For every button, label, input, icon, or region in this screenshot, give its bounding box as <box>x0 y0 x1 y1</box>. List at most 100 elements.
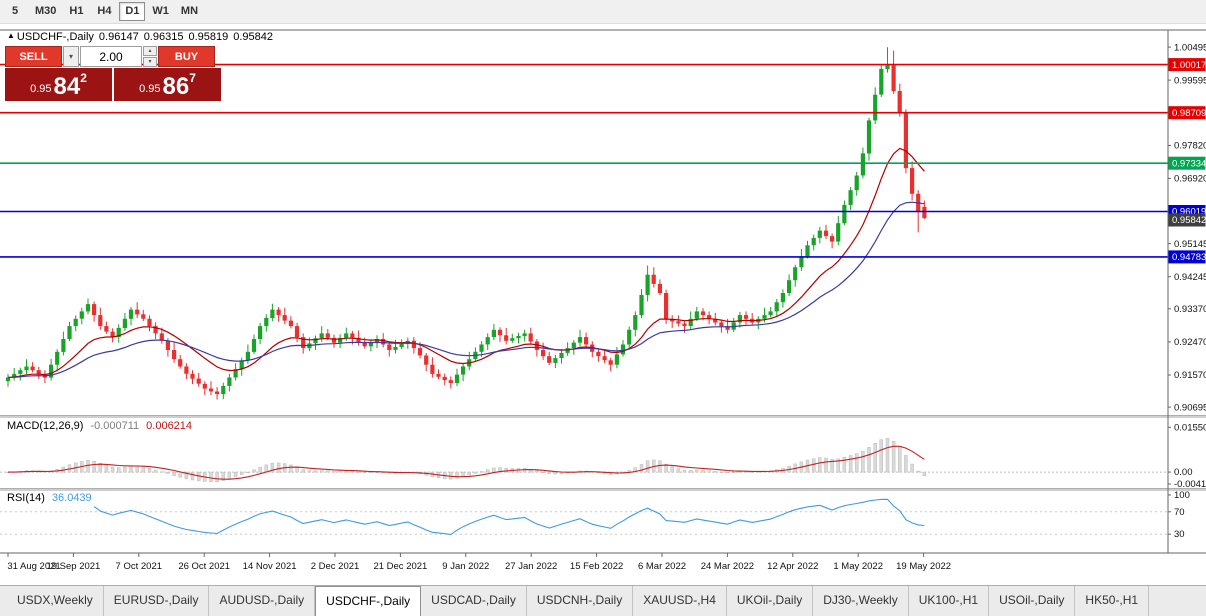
quote-panels-row: 0.95 84 2 0.95 86 7 <box>5 68 221 101</box>
ohlc-open: 0.96147 <box>98 31 139 43</box>
svg-text:19 Sep 2021: 19 Sep 2021 <box>46 561 100 572</box>
chart-title: ▲ USDCHF-,Daily 0.96147 0.96315 0.95819 0.958… <box>7 31 278 43</box>
svg-text:24 Mar 2022: 24 Mar 2022 <box>701 561 754 572</box>
svg-text:0.91570: 0.91570 <box>1174 370 1206 381</box>
chart-tab[interactable]: UKOil-,Daily <box>727 586 814 616</box>
chart-tab[interactable]: USDCHF-,Daily <box>315 586 422 616</box>
bid-price-panel[interactable]: 0.95 84 2 <box>5 68 112 101</box>
svg-text:6 Mar 2022: 6 Mar 2022 <box>638 561 686 572</box>
chart-tab[interactable]: DJ30-,Weekly <box>813 586 909 616</box>
svg-text:0.94245: 0.94245 <box>1174 272 1206 283</box>
chart-tab[interactable]: USDCAD-,Daily <box>421 586 527 616</box>
svg-text:0.99595: 0.99595 <box>1174 75 1206 86</box>
svg-text:14 Nov 2021: 14 Nov 2021 <box>243 561 297 572</box>
svg-text:100: 100 <box>1174 490 1190 501</box>
ask-price-prefix: 0.95 <box>139 83 161 95</box>
ask-price-panel[interactable]: 0.95 86 7 <box>114 68 221 101</box>
chart-tab-bar: USDX,Weekly EURUSD-,Daily AUDUSD-,Daily USD… <box>0 585 1206 616</box>
chart-tab[interactable]: XAUUSD-,H4 <box>633 586 727 616</box>
chart-canvas[interactable]: 1.00495 0.99595 0.97820 0.96920 0.95145 0.942… <box>0 24 1206 585</box>
timeframe-button-m30[interactable]: M30 <box>30 2 61 21</box>
ohlc-low: 0.95819 <box>188 31 229 43</box>
trade-controls-row: SELL ▾ ▴ ▾ BUY <box>5 46 221 67</box>
svg-text:0.97334: 0.97334 <box>1172 158 1206 169</box>
bid-price-prefix: 0.95 <box>30 83 52 95</box>
volume-dropdown-button[interactable]: ▾ <box>63 46 79 67</box>
svg-text:0.97820: 0.97820 <box>1174 141 1206 152</box>
chart-tab[interactable]: UK100-,H1 <box>909 586 990 616</box>
svg-text:-0.004118: -0.004118 <box>1174 479 1206 490</box>
chart-tab[interactable]: USDCNH-,Daily <box>527 586 634 616</box>
macd-pane[interactable] <box>0 438 1168 483</box>
macd-main-value: -0.000711 <box>90 420 140 432</box>
svg-text:70: 70 <box>1174 507 1185 518</box>
svg-text:0.015504: 0.015504 <box>1174 422 1206 433</box>
svg-text:2 Dec 2021: 2 Dec 2021 <box>311 561 360 572</box>
bid-price-pip-digit: 2 <box>80 71 87 85</box>
rsi-pane[interactable] <box>0 498 1168 535</box>
svg-text:12 Apr 2022: 12 Apr 2022 <box>767 561 818 572</box>
price-pane[interactable] <box>0 47 1168 400</box>
svg-text:0.92470: 0.92470 <box>1174 337 1206 348</box>
chart-area: 1.00495 0.99595 0.97820 0.96920 0.95145 0.942… <box>0 24 1206 585</box>
macd-signal-value: 0.006214 <box>146 420 193 432</box>
svg-text:30: 30 <box>1174 529 1185 540</box>
svg-text:0.98709: 0.98709 <box>1172 108 1206 119</box>
buy-button[interactable]: BUY <box>158 46 215 67</box>
ohlc-close: 0.95842 <box>233 31 273 43</box>
ask-price-big-digits: 86 <box>162 73 190 100</box>
svg-text:1.00495: 1.00495 <box>1174 42 1206 53</box>
ask-price-pip-digit: 7 <box>189 71 196 85</box>
timeframe-toolbar: 5 M30 H1 H4 D1 W1 MN <box>0 0 1206 24</box>
svg-text:0.93370: 0.93370 <box>1174 304 1206 315</box>
timeframe-button-w1[interactable]: W1 <box>147 2 174 21</box>
svg-text:15 Feb 2022: 15 Feb 2022 <box>570 561 623 572</box>
svg-text:0.90695: 0.90695 <box>1174 402 1206 413</box>
timeframe-button-h4[interactable]: H4 <box>91 2 117 21</box>
svg-text:31 Aug 2021: 31 Aug 2021 <box>7 561 60 572</box>
svg-text:0.00: 0.00 <box>1174 467 1193 478</box>
timeframe-button-mn[interactable]: MN <box>176 2 203 21</box>
macd-name: MACD(12,26,9) <box>7 420 84 432</box>
svg-text:7 Oct 2021: 7 Oct 2021 <box>116 561 162 572</box>
chart-tab[interactable]: AUDUSD-,Daily <box>209 586 316 616</box>
rsi-indicator-label: RSI(14) 36.0439 <box>7 492 99 504</box>
macd-indicator-label: MACD(12,26,9) -0.000711 0.006214 <box>7 420 199 432</box>
chart-frame <box>0 29 1206 554</box>
chevron-up-icon: ▴ <box>148 48 152 54</box>
svg-text:0.95145: 0.95145 <box>1174 239 1206 250</box>
chart-tab[interactable]: HK50-,H1 <box>1075 586 1150 616</box>
timeframe-button-d1[interactable]: D1 <box>119 2 146 21</box>
chart-tab[interactable]: EURUSD-,Daily <box>104 586 210 616</box>
ohlc-high: 0.96315 <box>143 31 184 43</box>
chevron-down-icon: ▾ <box>148 59 152 65</box>
rsi-value: 36.0439 <box>51 492 92 504</box>
svg-text:21 Dec 2021: 21 Dec 2021 <box>373 561 427 572</box>
chart-shift-icon: ▲ <box>7 31 15 40</box>
chart-symbol-label: USDCHF-,Daily <box>16 31 94 43</box>
svg-text:9 Jan 2022: 9 Jan 2022 <box>442 561 489 572</box>
svg-text:0.96920: 0.96920 <box>1174 174 1206 185</box>
bid-price-big-digits: 84 <box>53 73 81 100</box>
svg-text:27 Jan 2022: 27 Jan 2022 <box>505 561 557 572</box>
svg-text:0.95842: 0.95842 <box>1172 215 1206 226</box>
volume-input[interactable] <box>80 46 142 67</box>
volume-stepper: ▴ ▾ <box>143 46 157 67</box>
volume-increase-button[interactable]: ▴ <box>143 46 157 56</box>
svg-text:1.00017: 1.00017 <box>1172 60 1206 71</box>
timeframe-button-5[interactable]: 5 <box>2 2 28 21</box>
price-axis[interactable]: 1.00495 0.99595 0.97820 0.96920 0.95145 0.942… <box>1168 42 1206 540</box>
timeframe-button-h1[interactable]: H1 <box>63 2 89 21</box>
sell-button[interactable]: SELL <box>5 46 62 67</box>
chart-tab[interactable]: USDX,Weekly <box>7 586 104 616</box>
rsi-name: RSI(14) <box>7 492 45 504</box>
svg-text:0.96019: 0.96019 <box>1172 207 1206 218</box>
chevron-down-icon: ▾ <box>68 51 73 61</box>
chart-tab[interactable]: USOil-,Daily <box>989 586 1076 616</box>
svg-text:26 Oct 2021: 26 Oct 2021 <box>178 561 230 572</box>
volume-decrease-button[interactable]: ▾ <box>143 57 157 67</box>
svg-text:1 May 2022: 1 May 2022 <box>833 561 883 572</box>
